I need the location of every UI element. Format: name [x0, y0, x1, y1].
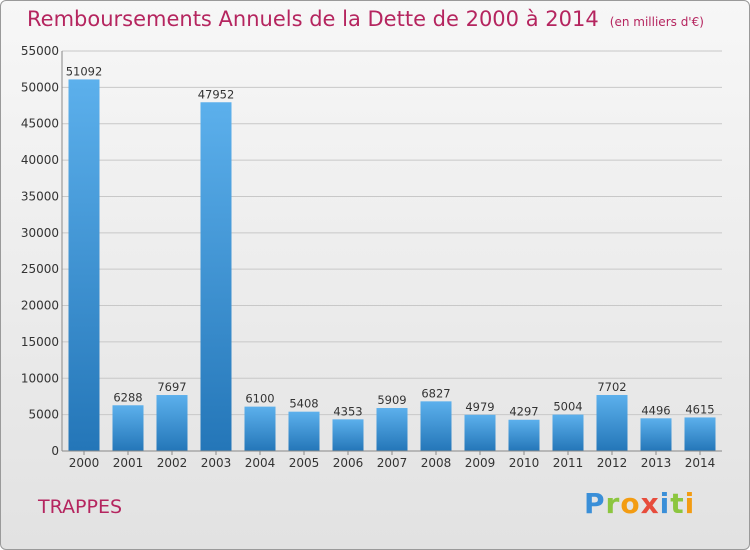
- y-axis: 0 5000 10000 15000 20000 25000 30000 35000 40000…: [21, 44, 63, 458]
- y-tick-label: 45000: [21, 117, 59, 131]
- data-label-2013: 4496: [641, 403, 670, 417]
- bar-2013: [640, 418, 672, 451]
- data-label-2000: 51092: [66, 64, 103, 78]
- y-tick-label: 50000: [21, 80, 59, 94]
- bar-2012: [596, 394, 628, 451]
- y-tick-label: 55000: [21, 44, 59, 58]
- proxiti-logo: Proxiti: [584, 487, 695, 520]
- data-label-2003: 47952: [198, 87, 235, 101]
- logo-letter: i: [659, 487, 671, 520]
- x-tick-label-2009: 2009: [465, 456, 496, 470]
- y-tick-label: 5000: [28, 408, 59, 422]
- x-tick-label-2002: 2002: [157, 456, 188, 470]
- x-tick-label-2012: 2012: [597, 456, 628, 470]
- x-tick-label-2013: 2013: [641, 456, 672, 470]
- chart-title: Remboursements Annuels de la Dette de 20…: [27, 7, 599, 31]
- bar-2007: [376, 408, 408, 451]
- y-tick-label: 30000: [21, 226, 59, 240]
- data-label-2005: 5408: [289, 397, 318, 411]
- logo-letter: x: [640, 487, 660, 520]
- data-label-2008: 6827: [421, 386, 450, 400]
- y-tick-label: 10000: [21, 371, 59, 385]
- logo-letter: r: [605, 487, 621, 520]
- data-labels: 51092 6288 7697 47952 6100 5408 4353 5909 6827 49…: [66, 64, 715, 418]
- x-tick-label-2005: 2005: [289, 456, 320, 470]
- x-tick-label-2000: 2000: [69, 456, 100, 470]
- logo-letter: P: [584, 487, 606, 520]
- city-name: TRAPPES: [38, 496, 123, 518]
- y-tick-label: 0: [51, 444, 59, 458]
- bar-2001: [112, 405, 144, 451]
- x-tick-label-2007: 2007: [377, 456, 408, 470]
- logo-letter: o: [620, 487, 641, 520]
- x-tick-label-2011: 2011: [553, 456, 584, 470]
- bar-2010: [508, 419, 540, 451]
- bar-2014: [684, 417, 716, 451]
- y-tick-label: 15000: [21, 335, 59, 349]
- bar-2008: [420, 401, 452, 451]
- bar-2006: [332, 419, 364, 451]
- bar-2011: [552, 414, 584, 451]
- x-tick-label-2004: 2004: [245, 456, 276, 470]
- y-tick-label: 20000: [21, 299, 59, 313]
- bar-2009: [464, 414, 496, 451]
- y-tick-label: 25000: [21, 262, 59, 276]
- data-label-2001: 6288: [113, 390, 142, 404]
- data-label-2002: 7697: [157, 380, 186, 394]
- data-label-2011: 5004: [553, 400, 582, 414]
- data-label-2004: 6100: [245, 392, 274, 406]
- x-tick-label-2006: 2006: [333, 456, 364, 470]
- bar-2005: [288, 411, 320, 451]
- data-label-2012: 7702: [597, 380, 626, 394]
- x-tick-label-2014: 2014: [685, 456, 716, 470]
- chart-unit: (en milliers d'€): [609, 15, 704, 29]
- data-label-2014: 4615: [685, 402, 714, 416]
- x-tick-label-2008: 2008: [421, 456, 452, 470]
- x-axis: 2000 2001 2002 2003 2004 2005 2006 2007 2008 2009…: [62, 450, 722, 470]
- x-tick-label-2001: 2001: [113, 456, 144, 470]
- data-label-2006: 4353: [333, 404, 362, 418]
- bar-2003: [200, 102, 232, 451]
- data-label-2010: 4297: [509, 405, 538, 419]
- data-label-2009: 4979: [465, 400, 494, 414]
- x-tick-label-2003: 2003: [201, 456, 232, 470]
- logo-letter: i: [684, 487, 696, 520]
- title-row: Remboursements Annuels de la Dette de 20…: [27, 7, 704, 31]
- bar-2000: [68, 79, 100, 452]
- logo-letter: t: [670, 487, 685, 520]
- x-tick-label-2010: 2010: [509, 456, 540, 470]
- y-tick-label: 35000: [21, 189, 59, 203]
- y-tick-label: 40000: [21, 153, 59, 167]
- bars: [68, 79, 716, 452]
- bar-2004: [244, 406, 276, 451]
- bar-2002: [156, 395, 188, 451]
- data-label-2007: 5909: [377, 393, 406, 407]
